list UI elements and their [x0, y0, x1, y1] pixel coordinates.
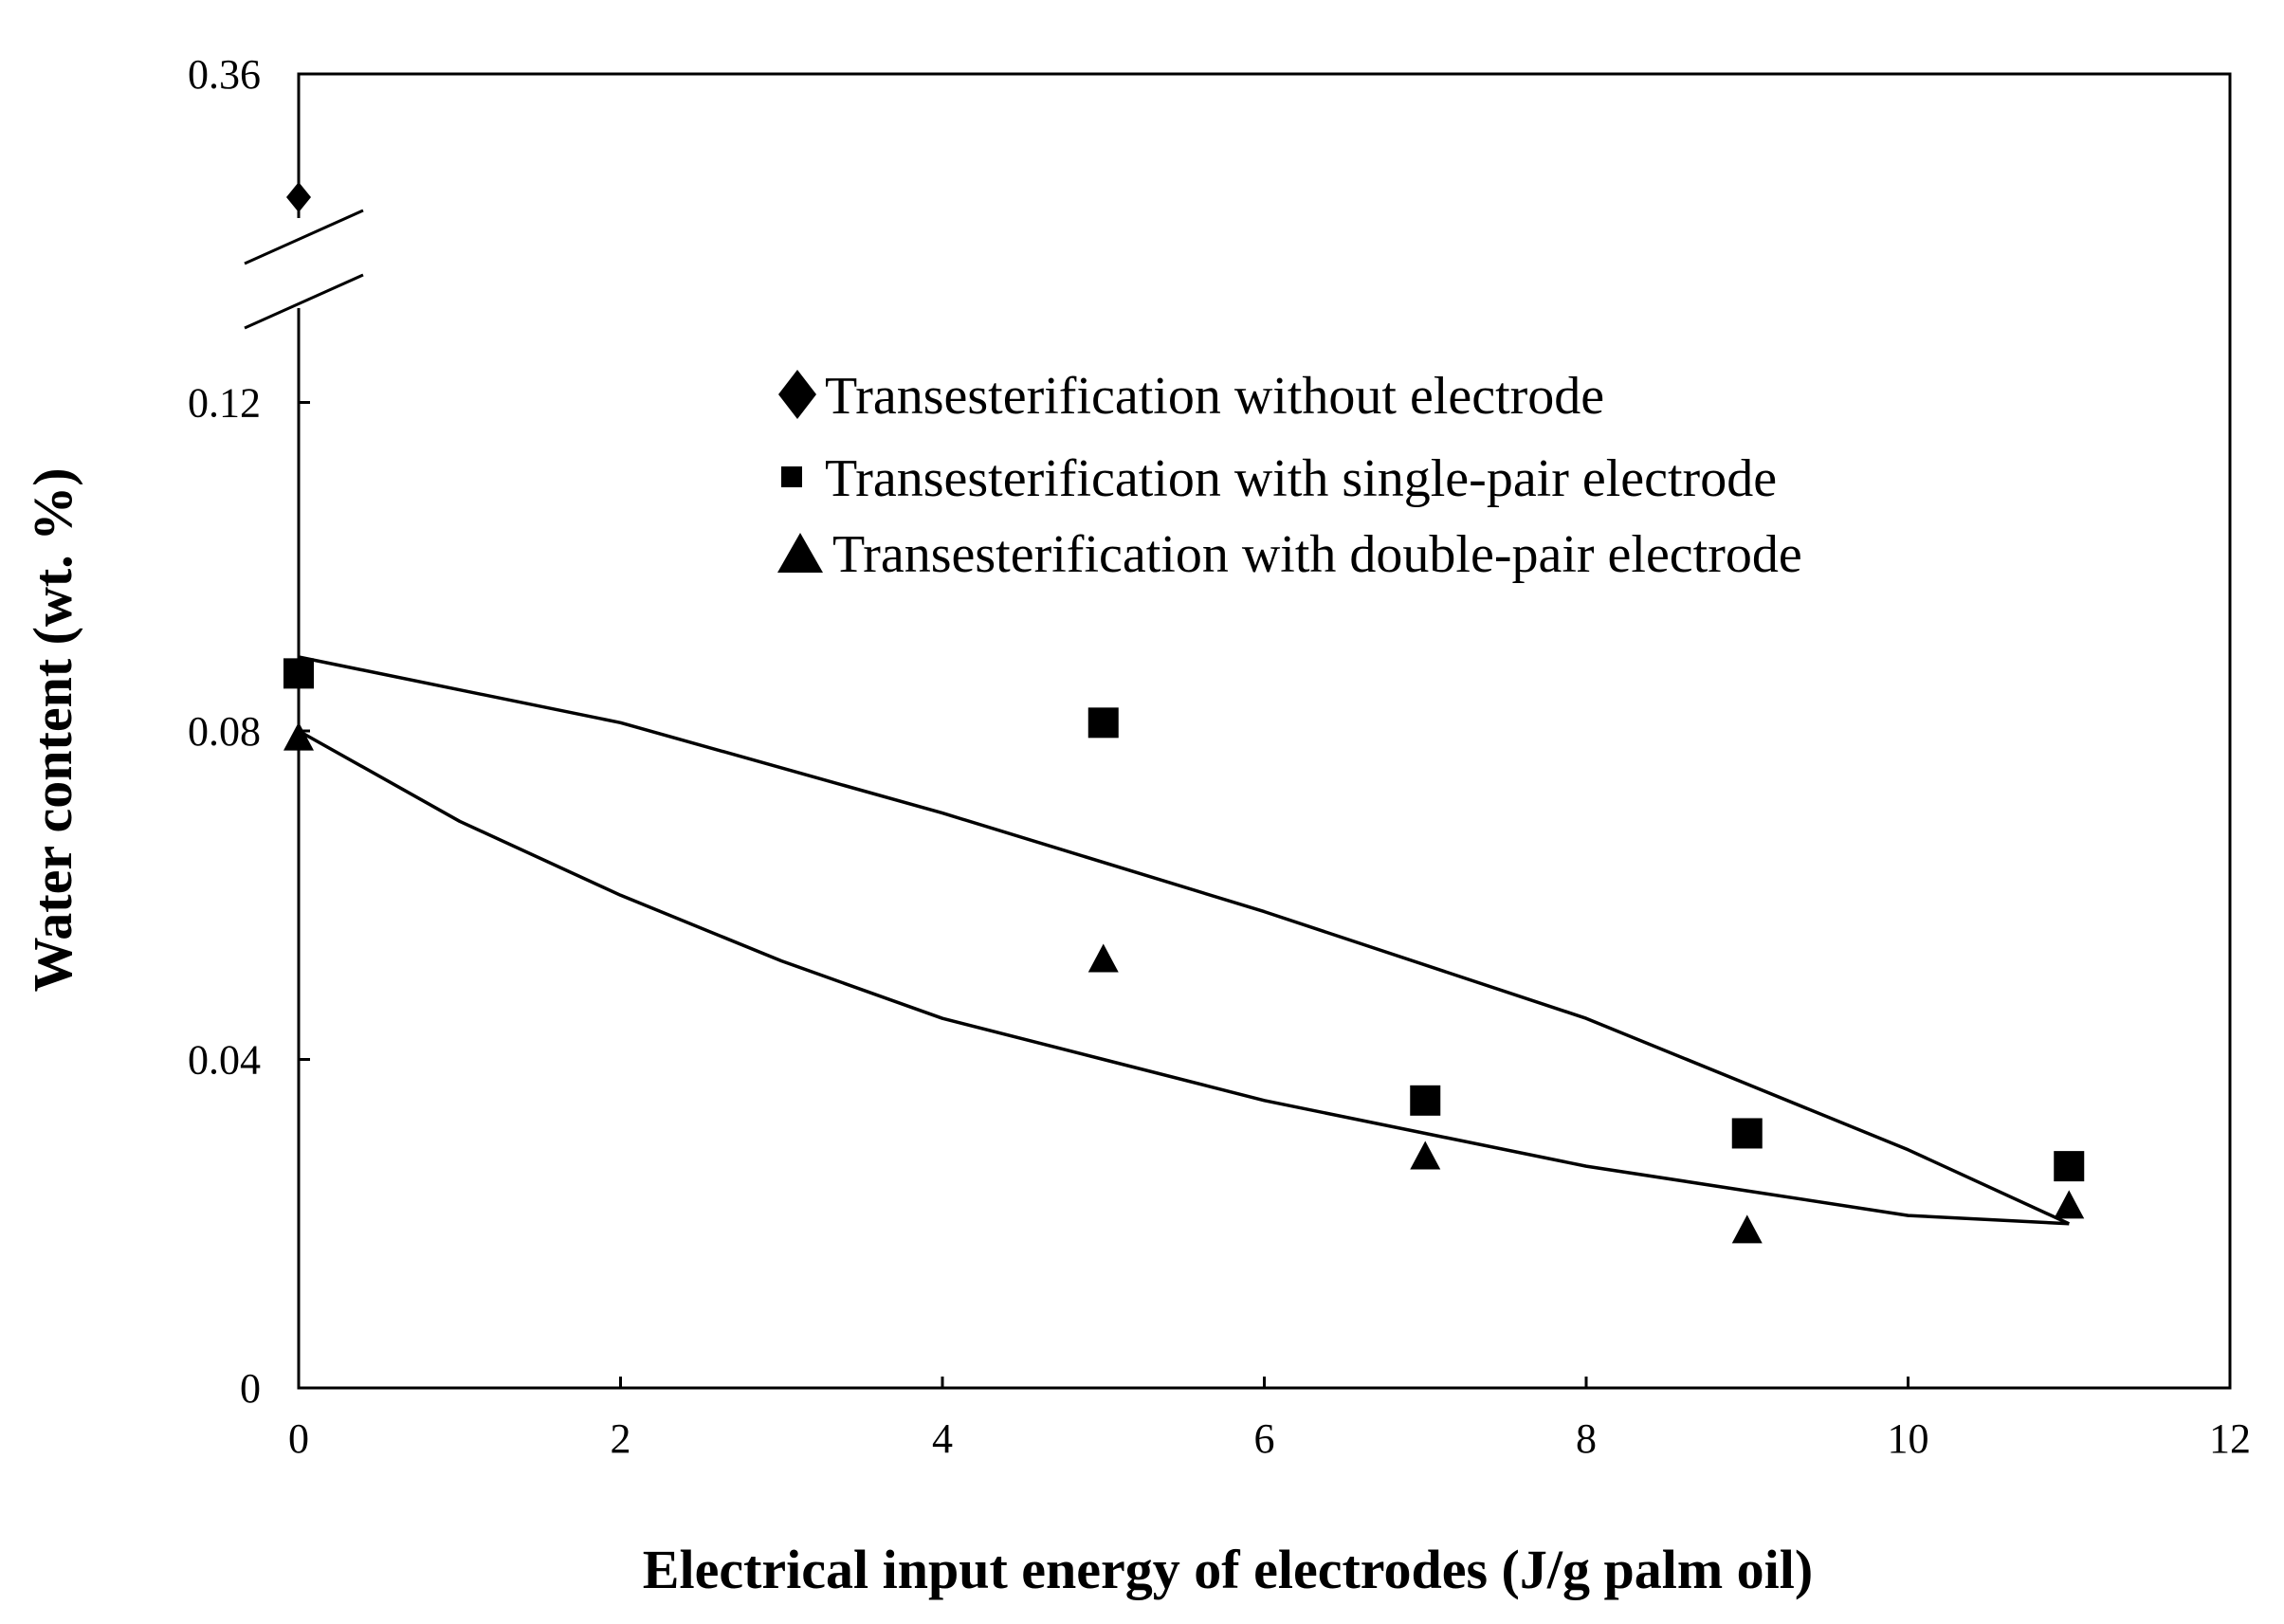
- x-tick-label-1: 2: [611, 1415, 631, 1462]
- axis-tick-labels: 0 2 4 6 8 10 12 0 0.04 0.08 0.12 0.36: [188, 51, 2251, 1462]
- y-tick-label-3: 0.12: [188, 380, 261, 427]
- legend-label-without-electrode: Transesterification without electrode: [825, 367, 1604, 426]
- x-tick-label-0: 0: [288, 1415, 309, 1462]
- x-tick-label-2: 4: [932, 1415, 953, 1462]
- y-tick-label-2: 0.08: [188, 708, 261, 755]
- y-axis-title: Water content (wt. %): [22, 467, 83, 992]
- trend-line-2: [298, 729, 2070, 1226]
- legend-triangle-marker: [777, 533, 823, 573]
- data-point-square-3: [1731, 1118, 1763, 1149]
- axis-ticks: [297, 72, 2232, 1390]
- x-tick-label-3: 6: [1254, 1415, 1275, 1462]
- data-points: [283, 181, 2085, 1244]
- legend-label-double-pair: Transesterification with double-pair ele…: [832, 525, 1802, 584]
- y-tick-label-0: 0: [240, 1365, 261, 1412]
- data-point-square-4: [2054, 1151, 2085, 1182]
- trend-lines: [298, 655, 2071, 1226]
- x-tick-label-5: 10: [1888, 1415, 1929, 1462]
- legend-diamond-marker: [778, 370, 816, 419]
- data-point-square-0: [283, 658, 314, 689]
- x-axis-title: Electrical input energy of electrodes (J…: [643, 1539, 1813, 1600]
- data-point-triangle-3: [1731, 1214, 1763, 1244]
- data-point-triangle-0: [283, 721, 314, 751]
- legend-label-single-pair: Transesterification with single-pair ele…: [825, 449, 1777, 508]
- trend-line-1: [298, 655, 2071, 1226]
- data-point-triangle-4: [2054, 1190, 2085, 1219]
- legend-square-marker: [781, 466, 802, 487]
- data-point-triangle-2: [1410, 1140, 1441, 1170]
- y-tick-label-4: 0.36: [188, 51, 261, 98]
- data-point-triangle-1: [1087, 943, 1119, 973]
- legend: Transesterification without electrode Tr…: [777, 367, 1802, 584]
- y-tick-label-1: 0.04: [188, 1037, 261, 1084]
- y-axis-break: [244, 209, 364, 330]
- data-point-square-2: [1410, 1085, 1441, 1116]
- x-tick-label-6: 12: [2209, 1415, 2251, 1462]
- x-tick-label-4: 8: [1576, 1415, 1597, 1462]
- data-point-square-1: [1087, 707, 1119, 739]
- data-point-diamond-0: [286, 181, 311, 212]
